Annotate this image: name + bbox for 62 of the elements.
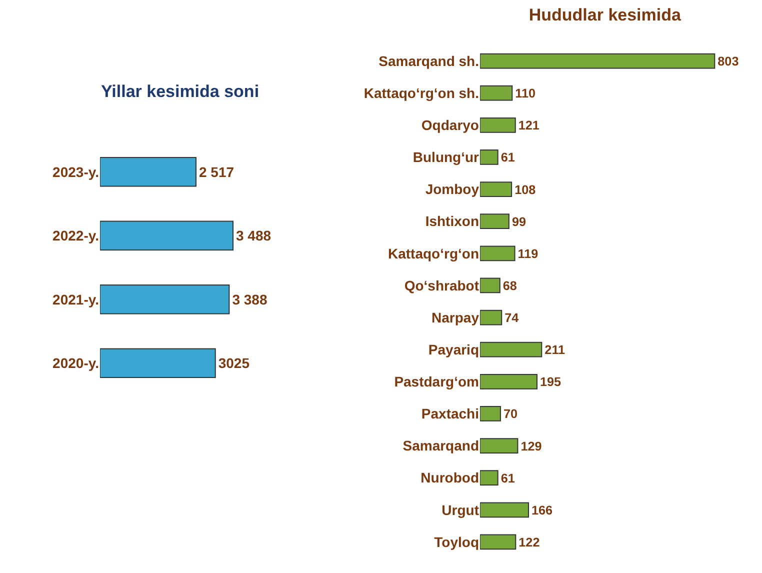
- bar: [480, 374, 538, 390]
- data-label: 70: [503, 407, 518, 422]
- bar: [100, 348, 216, 378]
- data-label: 129: [520, 439, 542, 454]
- bar: [480, 310, 502, 326]
- y-tick-label: Oqdaryo: [421, 117, 479, 134]
- data-label: 211: [544, 343, 566, 358]
- bar: [480, 182, 512, 197]
- data-label: 166: [532, 503, 553, 518]
- y-tick-label: Kattaqo‘rg‘on sh.: [364, 84, 479, 101]
- data-label: 803: [718, 54, 739, 69]
- bar: [480, 438, 518, 454]
- bar: [480, 85, 513, 101]
- bar: [480, 406, 501, 422]
- bar: [100, 157, 196, 187]
- y-tick-label: Jomboy: [425, 181, 480, 198]
- y-tick-label: Toyloq: [434, 534, 479, 550]
- bar: [480, 278, 500, 294]
- data-label: 3 388: [232, 291, 268, 308]
- bar: [480, 470, 498, 486]
- bar: [480, 502, 530, 518]
- data-label: 3 488: [236, 228, 272, 244]
- y-tick-label: 2020-y.: [52, 355, 99, 372]
- chart-title: Yillar kesimida soni: [100, 82, 260, 101]
- data-label: 61: [500, 471, 515, 486]
- chart-title: Hududlar kesimida: [528, 5, 682, 24]
- bar: [480, 53, 716, 69]
- bar: [100, 220, 234, 250]
- bar: [480, 150, 498, 165]
- data-label: 3025: [218, 355, 250, 372]
- data-label: 110: [515, 86, 536, 101]
- y-tick-label: Paxtachi: [421, 406, 479, 422]
- data-label: 108: [514, 182, 536, 197]
- data-label: 121: [518, 118, 540, 133]
- data-label: 61: [500, 150, 515, 165]
- y-tick-label: 2022-y.: [52, 228, 99, 244]
- data-label: 74: [504, 311, 519, 326]
- data-label: 119: [518, 246, 538, 261]
- data-label: 195: [540, 375, 562, 390]
- y-tick-label: Narpay: [432, 309, 480, 326]
- y-tick-label: Qo‘shrabot: [404, 277, 480, 294]
- data-label: 122: [518, 535, 540, 550]
- data-label: 2 517: [198, 164, 234, 180]
- y-tick-label: Samarqand: [402, 438, 479, 454]
- data-label: 99: [512, 214, 526, 229]
- y-tick-label: Urgut: [442, 502, 480, 518]
- y-tick-label: Kattaqo‘rg‘on: [388, 245, 479, 262]
- bar: [480, 534, 516, 550]
- y-tick-label: 2021-y.: [52, 291, 99, 308]
- bar: [480, 342, 542, 358]
- y-tick-label: 2023-y.: [52, 164, 99, 180]
- y-tick-label: Pastdarg‘om: [394, 374, 479, 390]
- y-tick-label: Ishtixon: [425, 213, 479, 230]
- y-tick-label: Bulung‘ur: [412, 149, 480, 166]
- bar: [480, 246, 516, 262]
- data-label: 68: [502, 278, 517, 293]
- bar: [100, 284, 230, 314]
- y-tick-label: Nurobod: [420, 470, 479, 486]
- y-tick-label: Payariq: [428, 341, 479, 358]
- y-tick-label: Samarqand sh.: [378, 52, 479, 69]
- bar: [480, 214, 510, 230]
- bar: [480, 117, 516, 133]
